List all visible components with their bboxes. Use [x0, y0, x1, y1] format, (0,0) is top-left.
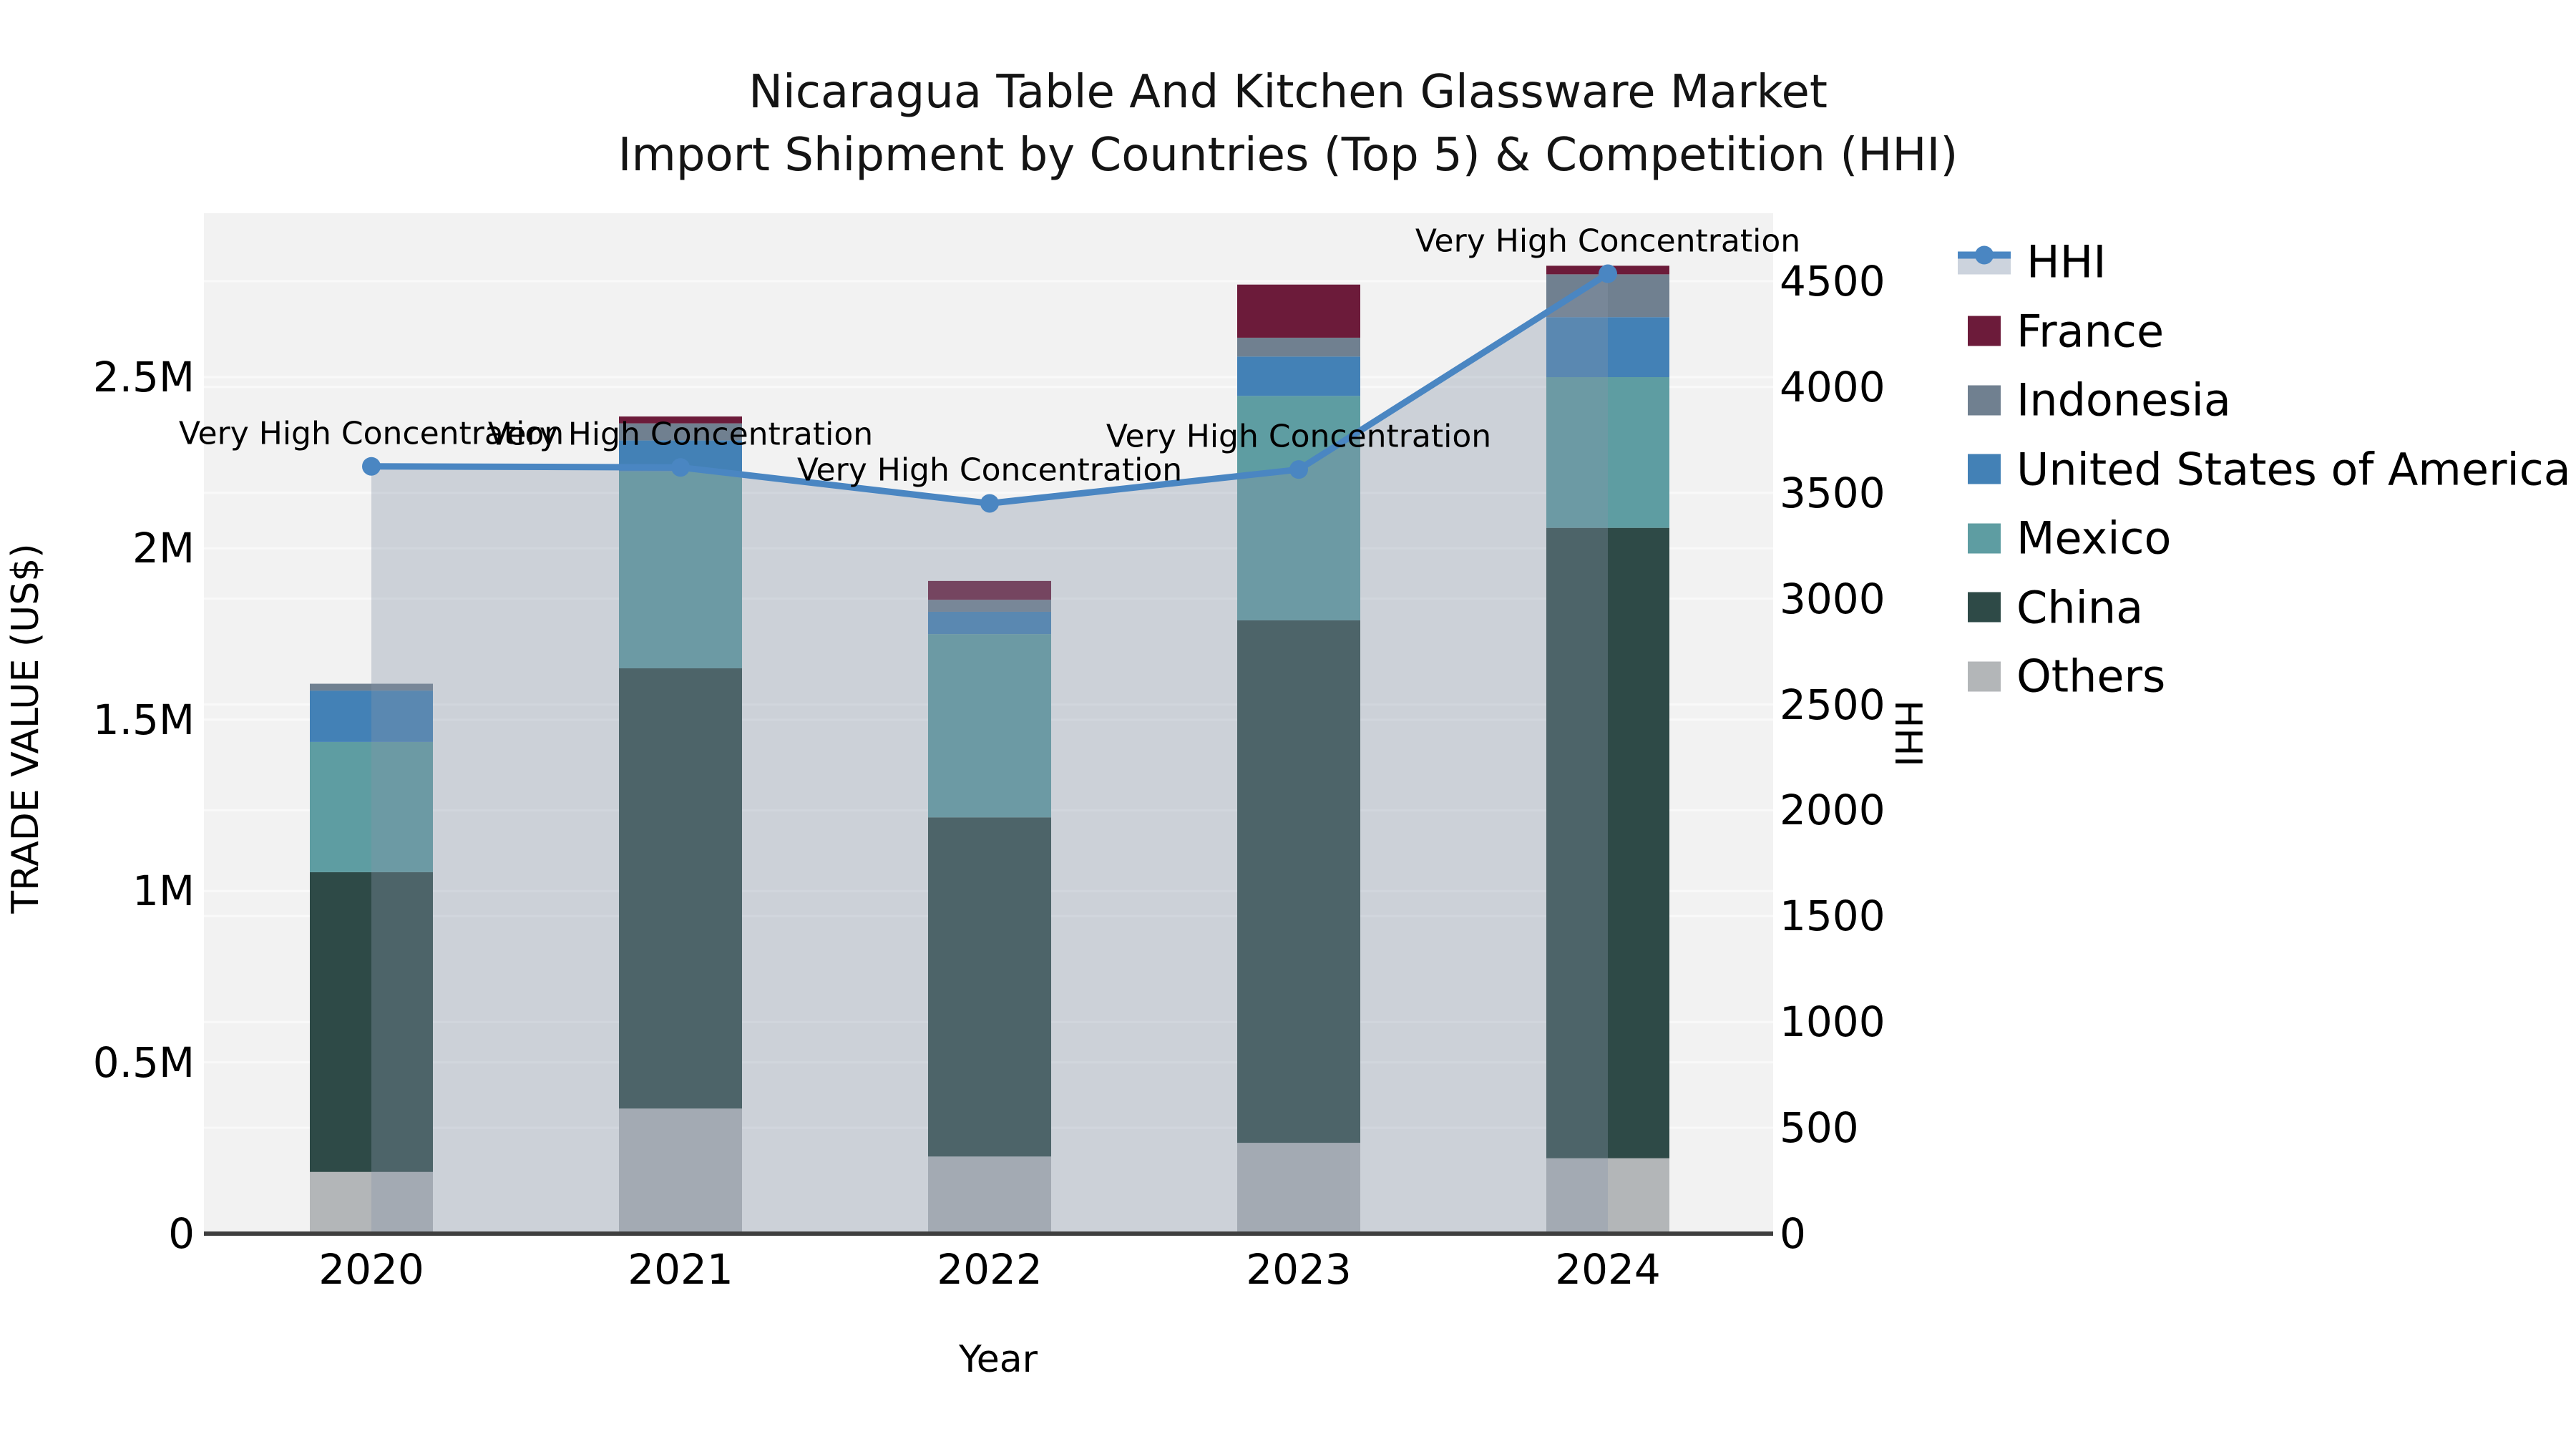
hhi-area-fill: [371, 273, 1608, 1234]
legend-item-china: China: [1958, 581, 2143, 633]
x-axis-title: Year: [958, 1338, 1038, 1381]
y-left-tick-label: 1M: [132, 867, 195, 916]
legend-label: Indonesia: [2016, 374, 2231, 426]
hhi-annotation-label: Very High Concentration: [796, 452, 1183, 489]
y-right-tick-label: 500: [1780, 1103, 1859, 1153]
legend-label: Others: [2016, 650, 2166, 703]
bar-segment-china: [310, 872, 433, 1172]
y-right-tick-label: 1500: [1780, 892, 1885, 941]
bar-segment-indonesia: [619, 423, 742, 441]
y-left-tick-label: 2.5M: [92, 353, 195, 401]
bar-segment-china: [928, 817, 1051, 1157]
hhi-annotation-label: Very High Concentration: [1415, 223, 1801, 260]
bar-segment-china: [619, 668, 742, 1109]
bar-segment-mexico: [928, 634, 1051, 818]
bar-segment-indonesia: [1237, 337, 1360, 357]
legend-item-united-states-of-america: United States of America: [1958, 443, 2571, 495]
hhi-annotation-label: Very High Concentration: [178, 415, 565, 452]
bar-segment-others: [1546, 1158, 1669, 1234]
legend-label: United States of America: [2016, 443, 2571, 495]
bar-segment-france: [619, 416, 742, 424]
bar-segment-mexico: [619, 471, 742, 668]
y-left-tick-label: 0.5M: [92, 1038, 195, 1087]
bar-segment-united-states-of-america: [310, 691, 433, 742]
bar-segment-china: [1546, 527, 1669, 1158]
legend-label: France: [2016, 305, 2165, 357]
y-left-tick-label: 1.5M: [92, 695, 195, 744]
bar-segment-france: [928, 580, 1051, 600]
x-tick-label: 2021: [628, 1245, 733, 1294]
legend-color-swatch: [1968, 592, 2001, 623]
bar-segment-mexico: [1237, 396, 1360, 620]
y-right-tick-label: 2000: [1780, 786, 1885, 835]
bar-segment-others: [310, 1171, 433, 1234]
x-tick-label: 2023: [1246, 1245, 1352, 1294]
y-right-tick-label: 4000: [1780, 362, 1885, 411]
y-left-tick-label: 2M: [132, 524, 195, 573]
hhi-marker: [1599, 264, 1617, 283]
legend-color-swatch: [1968, 661, 2001, 691]
legend-item-others: Others: [1958, 650, 2165, 703]
legend-item-hhi: HHI: [1958, 236, 2107, 288]
x-tick-label: 2024: [1555, 1245, 1661, 1294]
legend-item-mexico: Mexico: [1958, 512, 2172, 565]
hhi-marker: [980, 494, 999, 513]
hhi-annotation-label: Very High Concentration: [487, 416, 874, 453]
hhi-marker: [362, 457, 381, 476]
legend-label: HHI: [2026, 235, 2107, 288]
x-tick-label: 2022: [937, 1245, 1043, 1294]
x-tick-label: 2020: [318, 1245, 424, 1294]
hhi-marker: [1289, 460, 1308, 479]
y-right-tick-label: 3500: [1780, 468, 1885, 517]
bar-segment-indonesia: [928, 600, 1051, 612]
y-right-tick-label: 3000: [1780, 574, 1885, 623]
y-right-axis-title: HHI: [1886, 700, 1929, 767]
bar-segment-united-states-of-america: [1546, 317, 1669, 377]
bar-segment-others: [619, 1108, 742, 1234]
chart-title-line2: Import Shipment by Countries (Top 5) & C…: [618, 129, 1958, 182]
legend-color-swatch: [1968, 385, 2001, 415]
bar-segment-france: [1237, 284, 1360, 338]
bar-segment-united-states-of-america: [928, 611, 1051, 635]
bar-segment-indonesia: [310, 683, 433, 691]
y-right-tick-label: 4500: [1780, 256, 1885, 306]
y-right-tick-label: 1000: [1780, 997, 1885, 1047]
legend-item-france: France: [1958, 305, 2164, 357]
legend-item-indonesia: Indonesia: [1958, 374, 2231, 426]
legend-label: Mexico: [2016, 512, 2172, 565]
y-left-tick-label: 0: [168, 1209, 195, 1258]
hhi-marker: [671, 458, 690, 477]
bar-segment-mexico: [310, 741, 433, 872]
bar-segment-china: [1237, 620, 1360, 1143]
bar-segment-others: [1237, 1143, 1360, 1234]
legend-color-swatch: [1968, 316, 2001, 346]
bar-segment-united-states-of-america: [1237, 356, 1360, 396]
y-right-tick-label: 2500: [1780, 680, 1885, 729]
legend-hhi-line-icon: [1958, 245, 2011, 274]
hhi-annotation-label: Very High Concentration: [1106, 418, 1492, 455]
legend-color-swatch: [1968, 454, 2001, 484]
bar-segment-mexico: [1546, 377, 1669, 528]
bar-segment-others: [928, 1156, 1051, 1234]
chart-title-line1: Nicaragua Table And Kitchen Glassware Ma…: [748, 66, 1828, 119]
legend-color-swatch: [1968, 523, 2001, 553]
legend-label: China: [2016, 581, 2144, 633]
x-axis-line: [204, 1231, 1773, 1236]
y-right-tick-label: 0: [1780, 1209, 1806, 1258]
